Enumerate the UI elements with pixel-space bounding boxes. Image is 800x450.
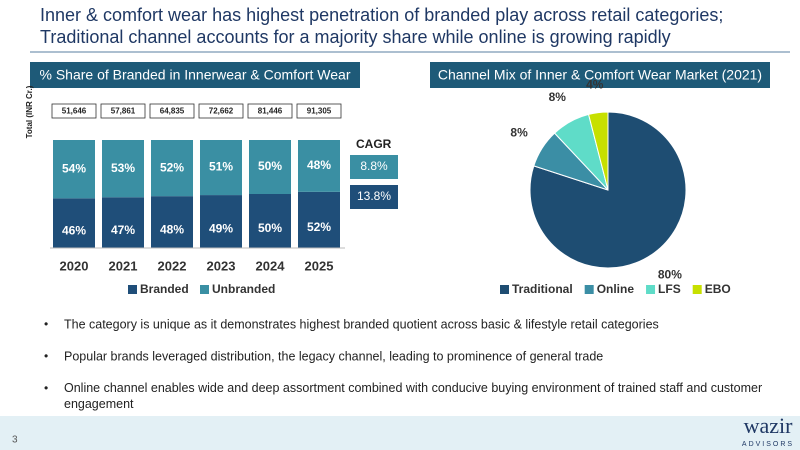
legend-swatch xyxy=(646,285,656,294)
legend-swatch xyxy=(128,285,137,294)
x-tick-label: 2021 xyxy=(109,258,138,273)
bar xyxy=(298,140,340,192)
legend-swatch xyxy=(692,285,702,294)
logo: wazir xyxy=(744,413,794,438)
cagr-box xyxy=(350,185,398,209)
data-label: 49% xyxy=(209,222,233,236)
bar xyxy=(200,195,242,248)
total-label: 51,646 xyxy=(62,107,87,116)
data-label: 52% xyxy=(160,160,184,174)
bullet-text: Popular brands leveraged distribution, t… xyxy=(64,349,603,363)
data-label: 52% xyxy=(307,220,331,234)
bullet-text: The category is unique as it demonstrate… xyxy=(64,317,659,331)
cagr-title: CAGR xyxy=(356,137,392,151)
cagr-box xyxy=(350,155,398,179)
data-label: 46% xyxy=(62,223,86,237)
data-label: 50% xyxy=(258,159,282,173)
total-box xyxy=(100,103,146,119)
total-axis-label: Total (INR Cr.) xyxy=(25,85,34,138)
legend-swatch xyxy=(200,285,209,294)
logo-sub: ADVISORS xyxy=(742,441,794,448)
bar xyxy=(249,140,291,194)
total-label: 72,662 xyxy=(209,107,234,116)
legend-label: Unbranded xyxy=(212,282,275,296)
x-tick-label: 2024 xyxy=(256,258,286,273)
data-label: 8% xyxy=(549,90,567,104)
bullet-dot: • xyxy=(44,381,48,395)
bar xyxy=(102,140,144,198)
legend-label: Branded xyxy=(140,282,189,296)
data-label: 53% xyxy=(111,161,135,175)
total-box xyxy=(149,103,195,119)
pie-slice xyxy=(587,111,609,191)
bar xyxy=(200,140,242,196)
total-box xyxy=(296,103,342,119)
legend-swatch xyxy=(584,285,594,294)
chart-title: % Share of Branded in Innerwear & Comfor… xyxy=(39,67,350,83)
header-box xyxy=(30,62,360,88)
footer-band xyxy=(0,416,800,450)
x-tick-label: 2020 xyxy=(60,258,89,273)
page-number: 3 xyxy=(12,435,18,446)
bar xyxy=(53,198,95,248)
data-label: 48% xyxy=(160,222,184,236)
legend-label: EBO xyxy=(705,282,731,296)
total-label: 91,305 xyxy=(307,107,332,116)
data-label: 47% xyxy=(111,223,135,237)
bar xyxy=(249,194,291,248)
data-label: 8% xyxy=(510,126,528,140)
data-label: 80% xyxy=(658,267,682,281)
total-box xyxy=(51,103,97,119)
header-box xyxy=(430,62,770,88)
data-label: 48% xyxy=(307,158,331,172)
bullet-dot: • xyxy=(44,317,48,331)
total-box xyxy=(247,103,293,119)
legend-label: LFS xyxy=(658,282,681,296)
total-label: 64,835 xyxy=(160,107,185,116)
title: Inner & comfort wear has highest penetra… xyxy=(40,5,723,25)
x-tick-label: 2025 xyxy=(305,258,334,273)
legend-label: Traditional xyxy=(512,282,573,296)
total-box xyxy=(198,103,244,119)
total-label: 81,446 xyxy=(258,107,283,116)
bullet-dot: • xyxy=(44,349,48,363)
data-label: 54% xyxy=(62,161,86,175)
cagr-label: 8.8% xyxy=(360,159,388,173)
bullet-text: Online channel enables wide and deep ass… xyxy=(64,381,762,411)
data-label: 50% xyxy=(258,221,282,235)
legend-label: Online xyxy=(597,282,635,296)
x-tick-label: 2022 xyxy=(158,258,187,273)
chart-title: Channel Mix of Inner & Comfort Wear Mark… xyxy=(438,67,762,83)
title: Traditional channel accounts for a major… xyxy=(40,27,671,47)
cagr-label: 13.8% xyxy=(357,189,391,203)
legend-swatch xyxy=(500,285,509,294)
bar xyxy=(102,197,144,248)
data-label: 51% xyxy=(209,160,233,174)
bar xyxy=(151,140,193,197)
total-label: 57,861 xyxy=(111,107,136,116)
bar xyxy=(53,140,95,199)
data-label: 4% xyxy=(586,78,604,92)
x-tick-label: 2023 xyxy=(207,258,236,273)
bar xyxy=(151,196,193,248)
bar xyxy=(298,191,340,248)
